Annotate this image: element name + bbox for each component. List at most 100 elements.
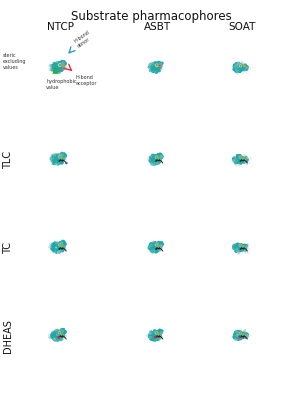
Circle shape	[238, 245, 241, 248]
Circle shape	[240, 65, 241, 66]
Circle shape	[152, 155, 155, 158]
Circle shape	[56, 338, 59, 341]
Circle shape	[62, 66, 65, 70]
Circle shape	[236, 249, 239, 252]
Circle shape	[55, 158, 58, 161]
Circle shape	[242, 66, 245, 70]
Circle shape	[238, 336, 241, 339]
Circle shape	[239, 334, 242, 337]
Circle shape	[61, 68, 64, 70]
Circle shape	[159, 64, 162, 67]
Circle shape	[148, 336, 151, 338]
Circle shape	[236, 161, 239, 164]
Circle shape	[57, 332, 60, 335]
Circle shape	[53, 63, 56, 66]
Circle shape	[52, 160, 55, 162]
Circle shape	[56, 67, 59, 70]
Circle shape	[155, 156, 158, 159]
Circle shape	[59, 156, 62, 159]
Circle shape	[239, 244, 242, 247]
Circle shape	[156, 162, 159, 165]
Circle shape	[157, 154, 160, 157]
Circle shape	[59, 244, 62, 246]
Circle shape	[241, 244, 244, 247]
Circle shape	[54, 154, 57, 157]
Circle shape	[153, 329, 156, 332]
Text: hydrophobic
value: hydrophobic value	[46, 79, 77, 90]
Circle shape	[243, 248, 246, 251]
Circle shape	[233, 332, 236, 336]
Circle shape	[58, 332, 61, 335]
Circle shape	[157, 68, 160, 71]
Circle shape	[156, 330, 159, 333]
Circle shape	[236, 66, 239, 69]
Circle shape	[244, 244, 247, 247]
Circle shape	[63, 156, 66, 159]
Circle shape	[157, 154, 160, 157]
Circle shape	[56, 249, 59, 252]
Circle shape	[61, 67, 64, 70]
Circle shape	[61, 66, 64, 68]
Circle shape	[156, 155, 159, 158]
Circle shape	[151, 250, 155, 253]
Circle shape	[243, 334, 244, 335]
Circle shape	[61, 63, 64, 66]
Text: TLC: TLC	[3, 151, 14, 169]
Circle shape	[58, 246, 61, 249]
Circle shape	[159, 66, 162, 69]
Circle shape	[239, 335, 242, 338]
Circle shape	[239, 162, 243, 164]
Circle shape	[159, 332, 162, 335]
Circle shape	[56, 337, 59, 340]
Circle shape	[161, 243, 164, 246]
Circle shape	[243, 243, 246, 246]
Circle shape	[245, 336, 248, 339]
Circle shape	[152, 156, 155, 159]
Circle shape	[60, 336, 63, 339]
Circle shape	[234, 245, 237, 248]
Circle shape	[244, 244, 248, 248]
Circle shape	[234, 250, 237, 253]
Circle shape	[239, 330, 242, 333]
Circle shape	[242, 158, 245, 162]
Circle shape	[59, 247, 62, 250]
Circle shape	[63, 62, 66, 65]
Circle shape	[151, 334, 154, 337]
Circle shape	[241, 245, 244, 248]
Circle shape	[57, 162, 60, 165]
Circle shape	[244, 246, 246, 248]
Circle shape	[53, 243, 56, 246]
Circle shape	[159, 156, 162, 159]
Circle shape	[238, 67, 241, 70]
Circle shape	[157, 160, 160, 164]
Circle shape	[61, 249, 64, 252]
Circle shape	[148, 65, 151, 68]
Circle shape	[59, 332, 63, 335]
Circle shape	[241, 158, 244, 160]
Circle shape	[242, 160, 245, 162]
Circle shape	[153, 248, 156, 251]
Circle shape	[149, 63, 152, 66]
Circle shape	[159, 66, 162, 69]
Circle shape	[241, 68, 244, 71]
Circle shape	[239, 337, 243, 340]
Circle shape	[60, 245, 63, 248]
Circle shape	[57, 249, 60, 252]
Circle shape	[244, 248, 247, 252]
Circle shape	[59, 241, 62, 244]
Circle shape	[242, 160, 245, 164]
Circle shape	[61, 158, 64, 161]
Circle shape	[233, 65, 236, 68]
Circle shape	[54, 162, 57, 165]
Circle shape	[242, 67, 245, 70]
Circle shape	[59, 249, 63, 252]
Circle shape	[59, 242, 63, 245]
Circle shape	[156, 248, 159, 251]
Circle shape	[63, 332, 66, 335]
Circle shape	[52, 244, 55, 247]
Circle shape	[59, 336, 62, 338]
Circle shape	[59, 244, 62, 247]
Circle shape	[151, 333, 155, 336]
Circle shape	[245, 68, 248, 70]
Circle shape	[154, 62, 157, 65]
